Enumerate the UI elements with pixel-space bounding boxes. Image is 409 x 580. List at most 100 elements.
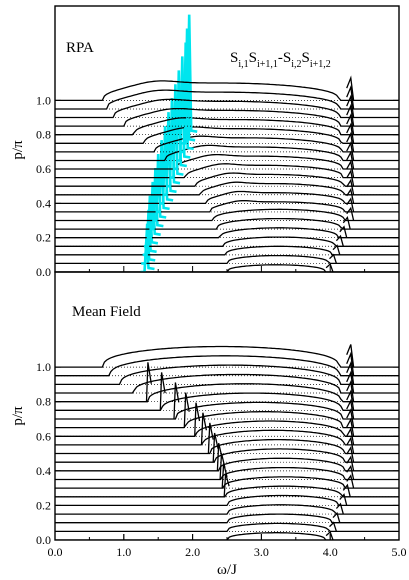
lower-edge-spike-mf-8 xyxy=(216,442,223,471)
edge-cusp-mf-15 xyxy=(346,389,355,411)
bound-state-peak-3 xyxy=(143,195,159,248)
lower-edge-spike-mf-14 xyxy=(173,382,180,420)
edge-cusp-rpa-0 xyxy=(325,262,334,272)
y-tick-label: 1.0 xyxy=(36,360,51,374)
edge-cusp-rpa-14 xyxy=(346,131,355,152)
spectrum-curve-rpa-9 xyxy=(55,181,399,196)
y-tick-label: 0.2 xyxy=(36,498,51,512)
edge-cusp-mf-17 xyxy=(346,370,355,394)
edge-cusp-rpa-5 xyxy=(342,216,351,230)
edge-cusp-rpa-2 xyxy=(332,244,341,255)
spectrum-curve-rpa-7 xyxy=(55,200,399,213)
spectrum-curve-rpa-14 xyxy=(55,135,399,153)
spectrum-curve-mf-17 xyxy=(55,373,399,394)
y-tick-label: 0.6 xyxy=(36,429,51,443)
bound-state-peak-13 xyxy=(176,56,191,162)
edge-cusp-rpa-9 xyxy=(346,178,355,195)
spectrum-curve-mf-18 xyxy=(55,364,399,386)
panel-rpa-formula: Si,1Si+1,1-Si,2Si+1,2 xyxy=(230,50,331,70)
edge-cusp-rpa-1 xyxy=(329,253,338,264)
spectrum-curve-mf-4 xyxy=(55,494,399,507)
lower-edge-spike-mf-15 xyxy=(159,372,166,411)
y-tick-label: 0.2 xyxy=(36,231,51,245)
bound-state-peak-12 xyxy=(172,70,188,171)
y-tick-label: 1.0 xyxy=(36,93,51,107)
spectrum-curve-mf-2 xyxy=(55,513,399,524)
spectrum-curve-rpa-4 xyxy=(55,227,399,239)
spectrum-curve-mf-19 xyxy=(55,355,399,377)
spectrum-curve-mf-8 xyxy=(55,457,399,472)
spectrum-curve-rpa-17 xyxy=(55,107,399,127)
spectrum-curve-mf-13 xyxy=(55,411,399,429)
bound-state-peak-9 xyxy=(162,112,177,197)
panel-mean-field-y-ticks: 0.0 0.2 0.4 0.6 0.8 1.0 xyxy=(36,360,399,547)
panel-mean-field-y-axis-label: p/π xyxy=(10,406,26,426)
edge-cusp-rpa-11 xyxy=(346,159,355,178)
spectrum-curve-mf-9 xyxy=(55,448,399,463)
edge-cusp-mf-16 xyxy=(346,379,355,402)
spectrum-curve-mf-5 xyxy=(55,485,399,498)
spectrum-curve-rpa-16 xyxy=(55,117,399,136)
spectrum-curve-rpa-18 xyxy=(55,98,399,119)
spectrum-curve-rpa-1 xyxy=(55,254,399,265)
edge-cusp-rpa-8 xyxy=(346,187,355,204)
edge-cusp-mf-0 xyxy=(325,530,334,540)
lower-edge-spike-mf-10 xyxy=(207,422,214,454)
lower-edge-spike-mf-9 xyxy=(212,432,219,463)
spectrum-curve-mf-16 xyxy=(55,383,399,403)
x-tick-label: 5.0 xyxy=(392,545,407,559)
edge-cusp-rpa-10 xyxy=(346,169,355,187)
edge-cusp-rpa-16 xyxy=(346,112,355,135)
edge-cusp-rpa-19 xyxy=(346,84,355,110)
bound-state-peak-15 xyxy=(181,28,196,145)
bound-state-peak-16 xyxy=(183,14,198,136)
spectrum-curve-mf-10 xyxy=(55,438,399,455)
panel-rpa: 0.0 0.2 0.4 0.6 0.8 1.0 RPA Si,1Si+1,1-Si,2Si… xyxy=(10,5,400,279)
spectrum-curve-rpa-5 xyxy=(55,217,399,230)
y-tick-label: 0.4 xyxy=(36,196,51,210)
panel-rpa-plot xyxy=(54,14,400,272)
edge-cusp-mf-5 xyxy=(342,483,351,497)
edge-cusp-mf-1 xyxy=(329,521,338,532)
edge-cusp-mf-20 xyxy=(346,344,355,368)
edge-cusp-rpa-20 xyxy=(346,75,355,101)
edge-cusp-mf-14 xyxy=(346,398,355,420)
edge-cusp-mf-2 xyxy=(332,512,341,523)
spectrum-curve-mf-14 xyxy=(55,401,399,420)
spectrum-curve-mf-1 xyxy=(55,522,399,533)
edge-cusp-rpa-17 xyxy=(346,103,355,127)
spectrum-curve-rpa-2 xyxy=(55,245,399,256)
bound-state-peak-5 xyxy=(149,167,164,231)
y-tick-label: 0.6 xyxy=(36,162,51,176)
spectrum-curve-rpa-3 xyxy=(55,236,399,247)
x-axis-ticks: 0.0 1.0 2.0 3.0 4.0 5.0 xyxy=(48,534,407,559)
y-tick-label: 0.0 xyxy=(36,265,51,279)
bound-state-peak-8 xyxy=(159,126,174,205)
panel-mean-field-plot xyxy=(54,344,400,540)
edge-cusp-rpa-3 xyxy=(335,234,344,247)
spectrum-curve-rpa-12 xyxy=(55,153,399,170)
spectrum-curve-rpa-20 xyxy=(55,80,399,102)
spectrum-curve-mf-20 xyxy=(55,345,399,368)
edge-cusp-mf-9 xyxy=(346,445,355,463)
edge-cusp-mf-18 xyxy=(346,360,355,385)
edge-cusp-rpa-4 xyxy=(339,225,348,238)
edge-cusp-mf-3 xyxy=(335,502,344,515)
spectrum-curve-mf-11 xyxy=(55,429,399,446)
spectrum-curve-rpa-11 xyxy=(55,163,399,179)
spectrum-curve-mf-7 xyxy=(55,466,399,481)
x-tick-label: 3.0 xyxy=(254,545,269,559)
bound-state-peak-11 xyxy=(169,84,184,179)
lower-edge-spike-mf-13 xyxy=(183,392,190,428)
edge-cusp-mf-11 xyxy=(346,426,355,446)
spectrum-curve-rpa-6 xyxy=(55,208,399,222)
edge-cusp-rpa-15 xyxy=(346,122,355,144)
bound-state-peak-7 xyxy=(155,140,170,214)
edge-cusp-mf-19 xyxy=(346,351,355,376)
y-tick-label: 0.8 xyxy=(36,395,51,409)
lower-edge-spike-mf-11 xyxy=(200,412,208,445)
panel-mean-field-title: Mean Field xyxy=(72,304,141,320)
x-tick-label: 4.0 xyxy=(323,545,338,559)
spectrum-curve-rpa-15 xyxy=(55,126,399,144)
y-tick-label: 0.4 xyxy=(36,464,51,478)
